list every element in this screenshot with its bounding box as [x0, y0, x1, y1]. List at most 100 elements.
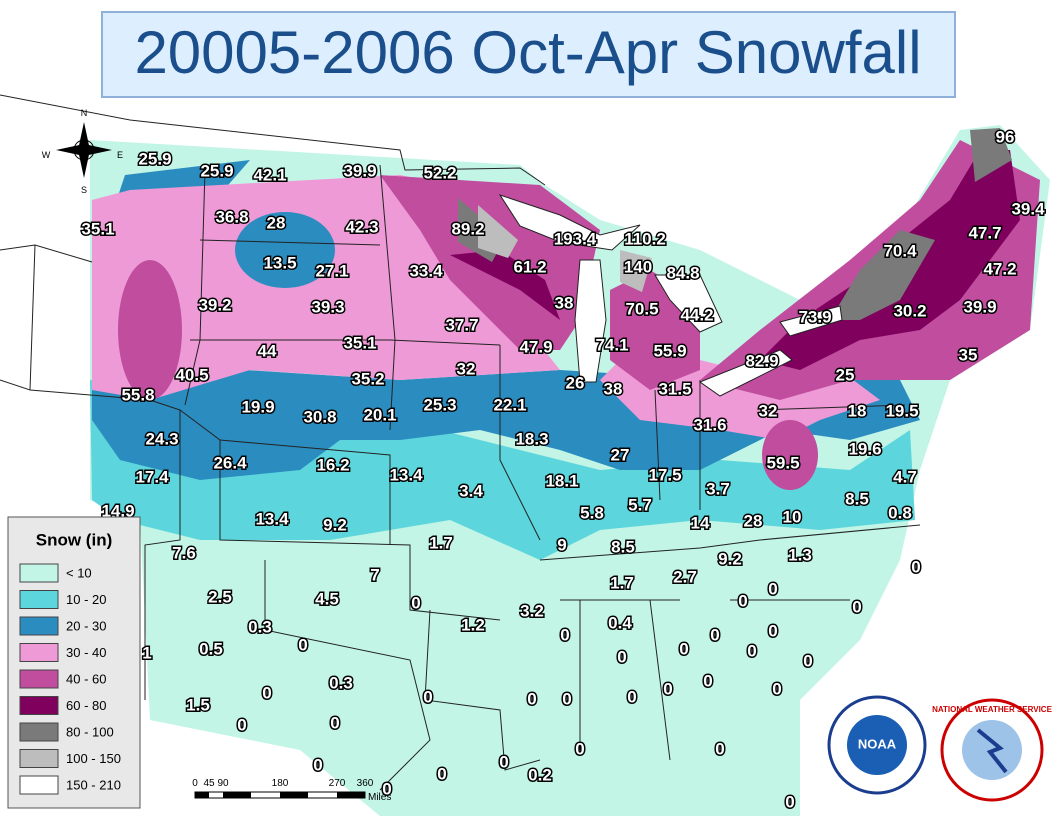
band-region — [620, 250, 652, 292]
station-value: 31.5 — [658, 379, 691, 398]
station-value: 18 — [848, 401, 867, 420]
station-value: 84.8 — [666, 263, 699, 282]
scale-label: 270 — [329, 778, 346, 789]
station-value: 59.5 — [766, 453, 799, 472]
station-value: 70.4 — [883, 241, 917, 260]
station-value: 0.2 — [528, 765, 552, 784]
station-value: 0 — [703, 671, 712, 690]
compass-label: W — [42, 150, 51, 160]
station-value: 39.9 — [343, 161, 376, 180]
station-value: 9.2 — [323, 515, 347, 534]
station-value: 0 — [411, 593, 420, 612]
station-value: 42.1 — [253, 165, 286, 184]
station-value: 17.4 — [135, 467, 169, 486]
station-value: 96 — [996, 127, 1015, 146]
station-value: 110.2 — [624, 229, 666, 248]
lake — [574, 259, 607, 383]
station-value: 31.6 — [693, 415, 726, 434]
station-value: 35.1 — [343, 333, 376, 352]
band-region — [478, 205, 518, 258]
station-value: 0 — [768, 621, 777, 640]
logo-text: NATIONAL WEATHER SERVICE — [932, 705, 1053, 714]
station-value: 0 — [627, 687, 636, 706]
legend-swatch — [19, 696, 59, 715]
station-value: 0 — [437, 764, 446, 783]
station-value: 73.9 — [798, 307, 831, 326]
station-value: 39.9 — [963, 297, 996, 316]
station-value: 47.7 — [968, 223, 1001, 242]
station-value: 28 — [267, 213, 286, 232]
station-value: 2.5 — [208, 587, 232, 606]
legend-title: Snow (in) — [36, 530, 112, 549]
station-value: 24.3 — [145, 429, 178, 448]
station-value: 52.2 — [423, 163, 456, 182]
station-value: 0 — [785, 792, 794, 811]
scale-label: 45 — [203, 778, 215, 789]
station-value: 61.2 — [513, 257, 546, 276]
station-value: 26 — [566, 373, 585, 392]
station-value: 0 — [710, 625, 719, 644]
station-value: 1.7 — [429, 533, 453, 552]
band-region — [970, 128, 1012, 182]
station-value: 32 — [457, 359, 476, 378]
station-value: 0 — [772, 679, 781, 698]
station-value: 25.3 — [423, 395, 456, 414]
station-value: 2.7 — [673, 567, 697, 586]
station-value: 1.7 — [610, 573, 634, 592]
band-region — [762, 420, 818, 490]
station-value: 25 — [836, 365, 855, 384]
station-value: 39.3 — [311, 297, 344, 316]
station-value: 35 — [959, 345, 978, 364]
station-value: 0 — [499, 752, 508, 771]
station-value: 0 — [237, 715, 246, 734]
band-region — [450, 250, 560, 320]
station-value: 0 — [313, 755, 322, 774]
station-value: 42.3 — [345, 217, 378, 236]
station-value: 19.5 — [885, 401, 918, 420]
scale-label: 0 — [192, 778, 198, 789]
station-value: 89.2 — [451, 219, 484, 238]
station-value: 0 — [803, 651, 812, 670]
station-value: 1.5 — [186, 695, 210, 714]
station-value: 5.8 — [580, 503, 604, 522]
station-value: 3.4 — [459, 481, 483, 500]
station-value: 13.5 — [263, 253, 296, 272]
station-value: 38 — [555, 293, 574, 312]
lake — [779, 305, 843, 337]
station-value: 30.8 — [303, 407, 336, 426]
station-value: 3.7 — [706, 479, 730, 498]
legend: < 10 10 - 20 20 - 30 30 - 40 40 - 60 60 - 80 8… — [19, 563, 121, 795]
band-region — [830, 230, 935, 320]
station-value: 70.5 — [625, 299, 658, 318]
station-value: 0.8 — [888, 503, 912, 522]
legend-swatch — [19, 749, 59, 768]
station-value: 8.5 — [845, 489, 869, 508]
station-labels: 25.9 25.9 42.1 39.9 52.2 96 35.1 36.8 28 42.3 89.2… — [80, 126, 1047, 813]
legend-label: < 10 — [66, 565, 92, 580]
lake — [498, 194, 641, 251]
station-value: 140 — [624, 257, 652, 276]
station-value: 25.9 — [200, 161, 233, 180]
station-value: 0 — [911, 557, 920, 576]
scale-label: 360 — [357, 778, 374, 789]
station-value: 55.9 — [653, 341, 686, 360]
station-value: 1.3 — [788, 545, 812, 564]
nws-logo: NATIONAL WEATHER SERVICE — [932, 698, 1053, 802]
station-value: 19.9 — [241, 397, 274, 416]
station-value: 0 — [562, 689, 571, 708]
station-value: 7 — [370, 565, 379, 584]
station-value: 28 — [744, 511, 763, 530]
station-value: 0 — [560, 625, 569, 644]
scale-bar: 0 45 90 180 270 360 Miles — [192, 778, 391, 803]
station-value: 13.4 — [255, 509, 289, 528]
station-value: 4.7 — [893, 467, 917, 486]
station-value: 0 — [738, 591, 747, 610]
station-value: 1.2 — [461, 615, 485, 634]
station-value: 33.4 — [409, 261, 443, 280]
station-value: 26.4 — [213, 453, 247, 472]
compass-label: N — [81, 108, 88, 118]
station-value: 30.2 — [893, 301, 926, 320]
station-value: 18.3 — [515, 429, 548, 448]
station-value: 13.4 — [389, 465, 423, 484]
legend-label: 10 - 20 — [66, 592, 106, 607]
